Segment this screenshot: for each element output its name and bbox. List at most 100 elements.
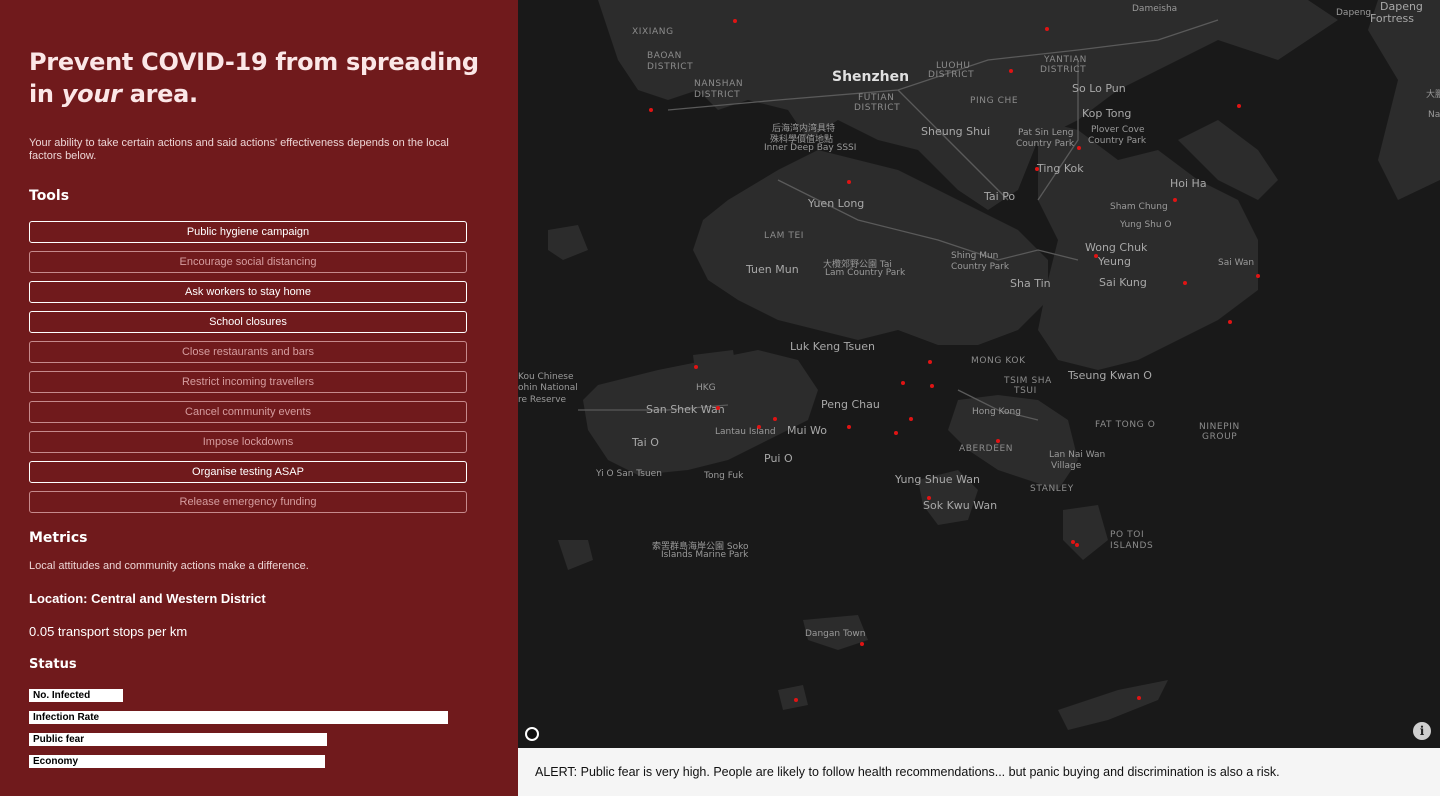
map-place-label: HKG [696, 383, 716, 393]
map-place-label: 大鵬 [1426, 90, 1440, 100]
tool-button[interactable]: Public hygiene campaign [29, 221, 467, 243]
case-dot[interactable] [1228, 320, 1232, 324]
map-place-label: Tseung Kwan O [1068, 369, 1152, 382]
map-place-label: Dameisha [1132, 4, 1178, 14]
info-icon[interactable]: i [1413, 722, 1431, 740]
case-dot[interactable] [1183, 281, 1187, 285]
map-place-label: Luk Keng Tsuen [790, 340, 875, 353]
case-dot[interactable] [694, 365, 698, 369]
status-heading: Status [29, 657, 77, 672]
transport-stops-metric: 0.05 transport stops per km [29, 624, 188, 639]
map-place-label: DISTRICT [1040, 65, 1087, 75]
map-place-label: NINEPIN [1199, 422, 1240, 432]
map-place-label: Yuen Long [808, 197, 865, 210]
map-place-label: Village [1051, 461, 1082, 471]
tool-button[interactable]: Ask workers to stay home [29, 281, 467, 303]
map-place-label: Lan Nai Wan [1049, 450, 1106, 460]
map-place-label: re Reserve [518, 395, 567, 405]
case-dot[interactable] [847, 425, 851, 429]
map-place-label: Sai Wan [1218, 258, 1255, 268]
case-dot[interactable] [1075, 543, 1079, 547]
metrics-heading: Metrics [29, 530, 88, 546]
case-dot[interactable] [927, 496, 931, 500]
map-place-label: Kop Tong [1082, 107, 1132, 120]
map-place-label: MONG KOK [971, 356, 1026, 366]
tools-heading: Tools [29, 188, 70, 204]
map-place-label: Hong Kong [972, 407, 1021, 417]
map-place-label: DISTRICT [854, 103, 901, 113]
case-dot[interactable] [1094, 254, 1098, 258]
map-place-label: LUOHU [936, 61, 971, 71]
map-place-label: Inner Deep Bay SSSI [764, 143, 857, 153]
alert-banner: ALERT: Public fear is very high. People … [518, 748, 1440, 796]
tool-button[interactable]: Release emergency funding [29, 491, 467, 513]
map-place-label: Dangan Town [805, 629, 866, 639]
intro-text: Your ability to take certain actions and… [29, 137, 449, 162]
map-place-label: DISTRICT [694, 90, 741, 100]
case-dot[interactable] [773, 417, 777, 421]
case-dot[interactable] [1237, 104, 1241, 108]
tool-button[interactable]: Encourage social distancing [29, 251, 467, 273]
map-place-label: Shenzhen [832, 69, 910, 85]
case-dot[interactable] [930, 384, 934, 388]
map-place-label: Tuen Mun [746, 263, 799, 276]
map-view[interactable]: Shenzhen XIXIANG BAOAN DISTRICT NANSHAN DISTR… [518, 0, 1440, 748]
map-place-label: 索罟群島海岸公園 Soko [652, 542, 749, 552]
map-place-label: YANTIAN [1044, 55, 1087, 65]
case-dot[interactable] [1035, 167, 1039, 171]
status-bar: No. Infected [29, 689, 123, 702]
case-dot[interactable] [847, 180, 851, 184]
map-place-label: Yi O San Tsuen [596, 469, 662, 479]
tool-button[interactable]: Restrict incoming travellers [29, 371, 467, 393]
tool-button[interactable]: Organise testing ASAP [29, 461, 467, 483]
case-dot[interactable] [860, 642, 864, 646]
case-dot[interactable] [928, 360, 932, 364]
case-dot[interactable] [757, 425, 761, 429]
tool-button[interactable]: School closures [29, 311, 467, 333]
map-place-label: TSIM SHA [1004, 376, 1052, 386]
map-place-label: Sok Kwu Wan [923, 499, 998, 512]
case-dot[interactable] [1137, 696, 1141, 700]
case-dot[interactable] [1071, 540, 1075, 544]
map-place-label: Sha Tin [1010, 277, 1051, 290]
map-place-label: LAM TEI [764, 231, 805, 241]
case-dot[interactable] [1009, 69, 1013, 73]
map-place-label: Islands Marine Park [661, 550, 749, 560]
control-sidebar: Prevent COVID-19 from spreading in your … [0, 0, 518, 796]
map-place-label: DISTRICT [928, 70, 975, 80]
case-dot[interactable] [794, 698, 798, 702]
map-place-label: FAT TONG O [1095, 420, 1156, 430]
map-place-label: Kou Chinese [518, 372, 574, 382]
map-place-label: Country Park [1088, 136, 1147, 146]
map-place-label: Yung Shu O [1120, 220, 1172, 230]
location-label: Location: Central and Western District [29, 591, 266, 606]
case-dot[interactable] [909, 417, 913, 421]
map-place-label: Na [1428, 110, 1440, 120]
map-place-label: Wong Chuk [1085, 241, 1148, 254]
case-dot[interactable] [996, 439, 1000, 443]
case-dot[interactable] [733, 19, 737, 23]
map-place-label: Peng Chau [821, 398, 880, 411]
case-dot[interactable] [894, 431, 898, 435]
tool-button[interactable]: Close restaurants and bars [29, 341, 467, 363]
map-place-label: 大欖郊野公園 Tai [823, 260, 892, 270]
case-dot[interactable] [1045, 27, 1049, 31]
case-dot[interactable] [1173, 198, 1177, 202]
map-place-label: Tai O [632, 436, 659, 449]
map-place-label: ohin National [518, 383, 578, 393]
case-dot[interactable] [1077, 146, 1081, 150]
map-place-label: So Lo Pun [1072, 82, 1126, 95]
mapbox-logo-icon[interactable] [525, 727, 539, 741]
map-place-label: Plover Cove [1091, 125, 1145, 135]
case-dot[interactable] [649, 108, 653, 112]
case-dot[interactable] [901, 381, 905, 385]
map-place-label: NANSHAN [694, 79, 744, 89]
map-place-label: Sham Chung [1110, 202, 1168, 212]
case-dot[interactable] [1256, 274, 1260, 278]
map-place-label: Yeung [1098, 255, 1131, 268]
status-bar: Infection Rate [29, 711, 448, 724]
map-place-label: BAOAN [647, 51, 682, 61]
tool-button[interactable]: Cancel community events [29, 401, 467, 423]
tool-button[interactable]: Impose lockdowns [29, 431, 467, 453]
case-dot[interactable] [716, 406, 720, 410]
